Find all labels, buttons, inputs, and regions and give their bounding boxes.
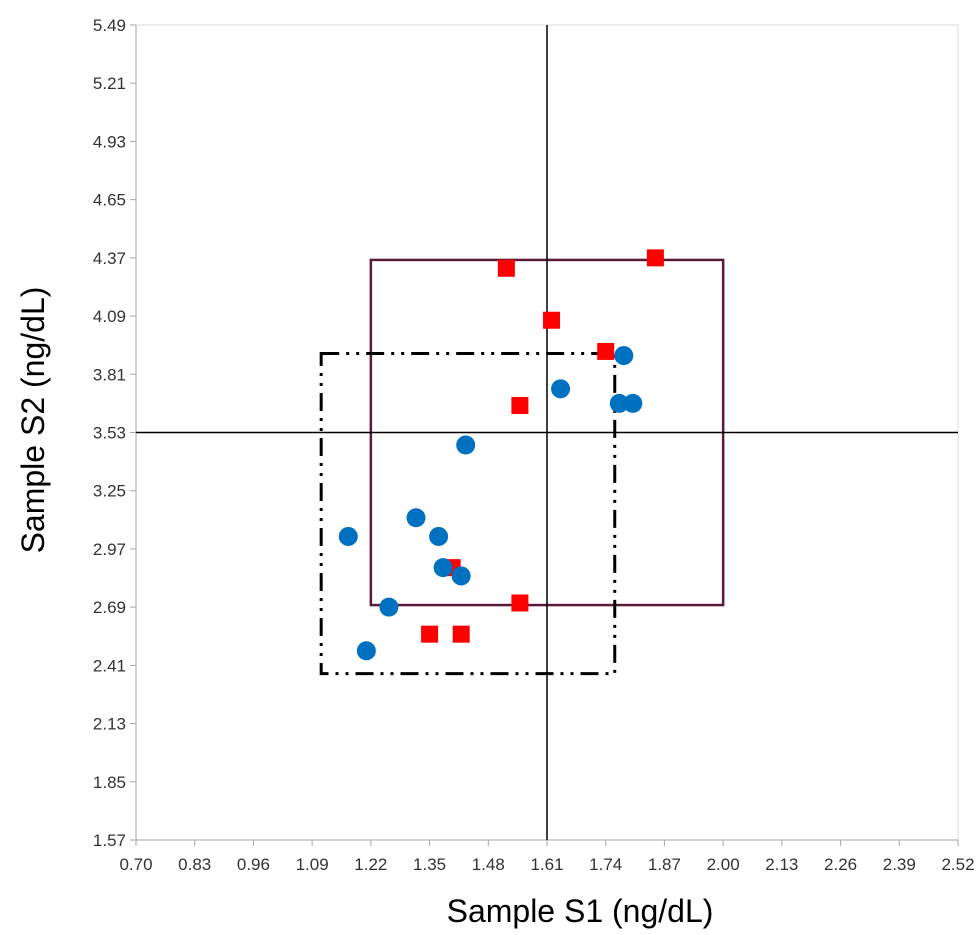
y-tick-label: 2.97 bbox=[93, 540, 126, 559]
y-tick-label: 3.81 bbox=[93, 365, 126, 384]
y-tick-label: 4.65 bbox=[93, 191, 126, 210]
y-tick-label: 2.13 bbox=[93, 715, 126, 734]
circle-point bbox=[451, 566, 471, 586]
y-tick-label: 1.85 bbox=[93, 773, 126, 792]
circle-point bbox=[609, 393, 629, 413]
x-tick-label: 1.87 bbox=[648, 855, 681, 874]
circle-point bbox=[406, 508, 426, 528]
circle-point bbox=[356, 641, 376, 661]
x-tick-label: 0.96 bbox=[237, 855, 270, 874]
dashed-region-box bbox=[319, 351, 617, 676]
y-tick-label: 4.93 bbox=[93, 132, 126, 151]
circle-point bbox=[456, 435, 476, 455]
y-tick-label: 5.49 bbox=[93, 16, 126, 35]
x-tick-label: 1.74 bbox=[589, 855, 622, 874]
x-tick-label: 2.26 bbox=[824, 855, 857, 874]
y-tick-label: 1.57 bbox=[93, 831, 126, 850]
y-tick-label: 2.69 bbox=[93, 598, 126, 617]
x-tick-label: 1.61 bbox=[530, 855, 563, 874]
x-tick-label: 2.00 bbox=[707, 855, 740, 874]
y-tick-label: 2.41 bbox=[93, 656, 126, 675]
square-point bbox=[597, 342, 615, 360]
x-tick-label: 1.48 bbox=[472, 855, 505, 874]
x-tick-label: 1.35 bbox=[413, 855, 446, 874]
circle-point bbox=[623, 393, 643, 413]
x-tick-label: 1.09 bbox=[296, 855, 329, 874]
circle-point bbox=[614, 346, 634, 366]
y-tick-label: 5.21 bbox=[93, 74, 126, 93]
square-point bbox=[646, 249, 664, 267]
square-point bbox=[497, 259, 515, 277]
x-tick-label: 0.70 bbox=[119, 855, 152, 874]
y-tick-label: 4.37 bbox=[93, 249, 126, 268]
square-point bbox=[543, 311, 561, 329]
square-point bbox=[452, 625, 470, 643]
x-tick-label: 0.83 bbox=[178, 855, 211, 874]
y-tick-label: 4.09 bbox=[93, 307, 126, 326]
circle-point bbox=[429, 526, 449, 546]
square-point bbox=[421, 625, 439, 643]
square-point bbox=[511, 594, 529, 612]
x-tick-label: 2.13 bbox=[765, 855, 798, 874]
square-point bbox=[511, 396, 529, 414]
x-tick-label: 2.52 bbox=[941, 855, 974, 874]
circle-point bbox=[379, 597, 399, 617]
circle-point bbox=[338, 526, 358, 546]
x-tick-label: 2.39 bbox=[883, 855, 916, 874]
circle-point bbox=[551, 379, 571, 399]
y-tick-label: 3.53 bbox=[93, 424, 126, 443]
y-axis-title: Sample S2 (ng/dL) bbox=[15, 287, 51, 554]
x-axis-title: Sample S1 (ng/dL) bbox=[447, 893, 714, 929]
circle-point bbox=[433, 558, 453, 578]
x-tick-label: 1.22 bbox=[354, 855, 387, 874]
y-tick-label: 3.25 bbox=[93, 482, 126, 501]
